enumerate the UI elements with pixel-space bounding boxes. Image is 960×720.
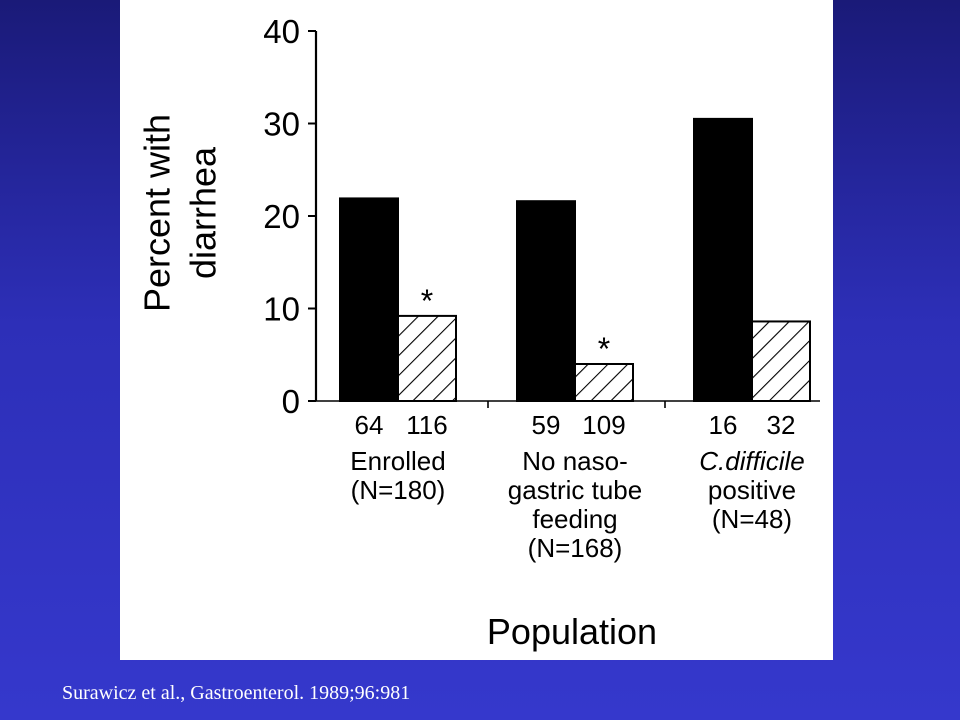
y-tick-label: 0 (282, 383, 300, 420)
group-label: (N=48) (712, 504, 792, 534)
y-tick-label: 40 (263, 13, 300, 50)
group-label: positive (708, 475, 796, 505)
group-label: feeding (532, 504, 617, 534)
group-label: Enrolled (350, 446, 445, 476)
y-tick-label: 30 (263, 106, 300, 143)
sample-size-label: 32 (767, 410, 796, 440)
y-axis-label: diarrhea (183, 146, 224, 279)
y-tick-label: 10 (263, 291, 300, 328)
group-label: gastric tube (508, 475, 642, 505)
bar-solid (339, 197, 399, 402)
bar-solid (693, 117, 753, 402)
bar-hatched (397, 314, 457, 402)
bar-solid (516, 200, 576, 402)
group-label: (N=168) (528, 533, 623, 563)
bar-chart: 0 10 20 30 40 Percent with diarrhea 64 * 116 Enrol… (137, 13, 820, 652)
group-label: C.difficile (699, 446, 804, 476)
sample-size-label: 59 (532, 410, 561, 440)
sample-size-label: 109 (582, 410, 625, 440)
significance-marker: * (421, 283, 433, 319)
y-tick-label: 20 (263, 198, 300, 235)
significance-marker: * (598, 331, 610, 367)
x-axis-label: Population (487, 611, 657, 652)
bar-hatched (574, 363, 634, 402)
sample-size-label: 64 (355, 410, 384, 440)
bar-hatched (751, 320, 811, 403)
citation-text: Surawicz et al., Gastroenterol. 1989;96:… (62, 682, 411, 704)
y-axis-label: Percent with (137, 114, 178, 312)
group-label: (N=180) (351, 475, 446, 505)
sample-size-label: 116 (406, 410, 447, 440)
chart-panel: 0 10 20 30 40 Percent with diarrhea 64 * 116 Enrol… (120, 0, 833, 660)
group-label: No naso- (522, 446, 628, 476)
sample-size-label: 16 (709, 410, 738, 440)
